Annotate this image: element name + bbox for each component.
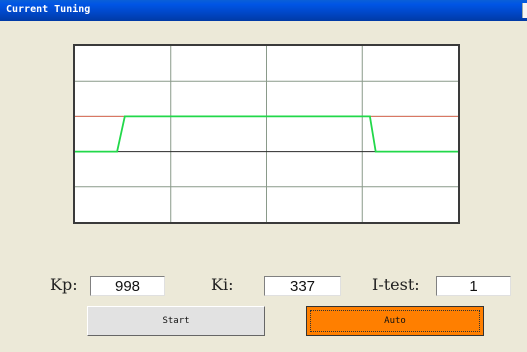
focus-rect (310, 310, 480, 332)
itest-label: I-test: (372, 275, 420, 294)
scope-plot (73, 44, 460, 224)
auto-button[interactable]: Auto (306, 306, 484, 336)
close-icon[interactable] (522, 3, 527, 18)
window-title: Current Tuning (6, 4, 91, 15)
title-bar[interactable]: Current Tuning (0, 0, 527, 21)
kp-input[interactable]: 998 (90, 276, 165, 296)
response-line (75, 115, 458, 153)
start-button[interactable]: Start (87, 306, 265, 336)
grid (75, 46, 458, 222)
ki-label: Ki: (211, 275, 234, 294)
kp-label: Kp: (50, 275, 78, 294)
itest-input[interactable]: 1 (436, 276, 511, 296)
scope-svg (75, 46, 458, 222)
ki-input[interactable]: 337 (264, 276, 341, 296)
series-layer (75, 115, 458, 153)
auto-button-label: Auto (384, 316, 406, 326)
